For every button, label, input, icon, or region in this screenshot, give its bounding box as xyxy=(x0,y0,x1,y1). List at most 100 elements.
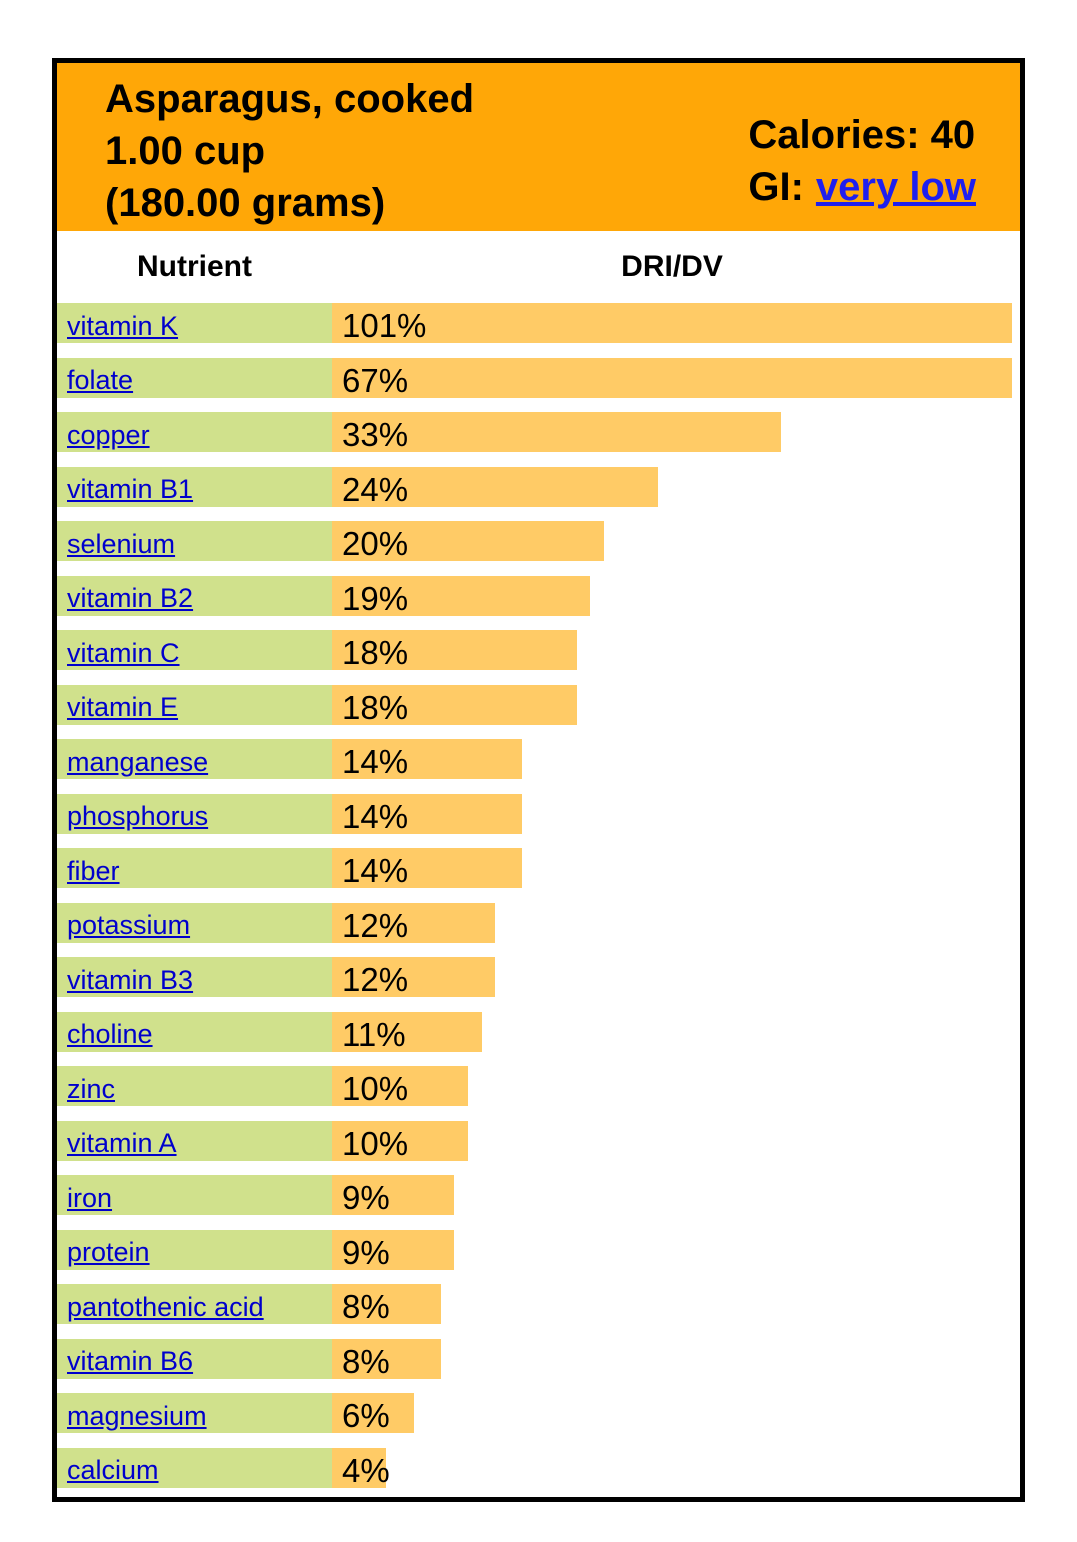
dri-bar-track: 67% xyxy=(332,357,1012,399)
nutrient-link[interactable]: folate xyxy=(67,365,134,396)
nutrient-label-cell: iron xyxy=(57,1175,332,1215)
nutrient-label-cell: choline xyxy=(57,1011,332,1052)
nutrient-row: selenium 20% xyxy=(57,521,1020,561)
nutrient-link[interactable]: pantothenic acid xyxy=(67,1291,264,1322)
dri-bar xyxy=(332,357,1012,398)
nutrient-row: manganese 14% xyxy=(57,739,1020,779)
nutrient-link[interactable]: iron xyxy=(67,1182,113,1213)
nutrient-link[interactable]: protein xyxy=(67,1237,150,1268)
dri-value: 11% xyxy=(342,1015,406,1053)
dri-bar xyxy=(332,684,577,725)
dri-bar-track: 33% xyxy=(332,412,1012,452)
dri-bar-track: 18% xyxy=(332,684,1012,725)
nutrient-label-cell: selenium xyxy=(57,521,332,561)
nutrient-link[interactable]: vitamin B1 xyxy=(67,474,194,505)
dri-bar-track: 4% xyxy=(332,1447,1012,1489)
dri-bar-track: 19% xyxy=(332,575,1012,616)
nutrient-label-cell: vitamin K xyxy=(57,303,332,343)
nutrient-row: iron 9% xyxy=(57,1175,1020,1215)
dri-value: 67% xyxy=(342,361,409,399)
dri-bar xyxy=(332,521,604,561)
dri-bar-track: 14% xyxy=(332,848,1012,888)
nutrient-label-cell: phosphorus xyxy=(57,793,332,834)
dri-bar xyxy=(332,1338,441,1379)
dri-value: 10% xyxy=(342,1070,409,1107)
nutrient-link[interactable]: vitamin A xyxy=(67,1128,177,1159)
dri-bar-track: 12% xyxy=(332,902,1012,944)
dri-bar xyxy=(332,575,591,616)
column-header-dridv: DRI/DV xyxy=(621,250,723,283)
dri-bar xyxy=(332,1229,455,1270)
dri-value: 8% xyxy=(342,1342,390,1380)
nutrient-link[interactable]: zinc xyxy=(67,1073,116,1104)
food-title: Asparagus, cooked 1.00 cup (180.00 grams… xyxy=(105,73,474,231)
dri-value: 12% xyxy=(342,906,409,944)
dri-bar-track: 12% xyxy=(332,957,1012,997)
dri-bar xyxy=(332,902,496,943)
nutrient-label-cell: vitamin E xyxy=(57,684,332,725)
nutrient-label-cell: magnesium xyxy=(57,1393,332,1433)
nutrient-label-cell: fiber xyxy=(57,848,332,888)
dri-value: 4% xyxy=(342,1451,390,1489)
nutrient-link[interactable]: vitamin E xyxy=(67,692,179,723)
dri-value: 14% xyxy=(342,797,409,835)
nutrient-link[interactable]: vitamin B3 xyxy=(67,964,194,995)
nutrient-link[interactable]: magnesium xyxy=(67,1400,207,1431)
nutrient-rows: vitamin K 101% folate 67% copper 33% vit… xyxy=(57,303,1020,1488)
nutrient-link[interactable]: calcium xyxy=(67,1455,159,1486)
dri-bar-track: 6% xyxy=(332,1393,1012,1433)
nutrient-row: zinc 10% xyxy=(57,1066,1020,1106)
nutrient-row: vitamin B3 12% xyxy=(57,957,1020,997)
nutrient-label-cell: manganese xyxy=(57,739,332,779)
nutrient-row: vitamin C 18% xyxy=(57,630,1020,670)
dri-value: 18% xyxy=(342,634,409,671)
nutrient-link[interactable]: vitamin C xyxy=(67,637,180,668)
dri-bar-track: 10% xyxy=(332,1066,1012,1106)
chart-header: Asparagus, cooked 1.00 cup (180.00 grams… xyxy=(57,63,1020,231)
nutrient-label-cell: pantothenic acid xyxy=(57,1284,332,1324)
nutrient-chart-frame: Asparagus, cooked 1.00 cup (180.00 grams… xyxy=(52,58,1025,1502)
nutrient-label-cell: folate xyxy=(57,357,332,398)
dri-bar xyxy=(332,1393,414,1433)
nutrient-label-cell: vitamin B2 xyxy=(57,575,332,616)
dri-bar-track: 10% xyxy=(332,1120,1012,1162)
header-info: Calories: 40 GI: very low xyxy=(748,109,976,231)
dri-value: 10% xyxy=(342,1124,409,1162)
nutrient-link[interactable]: choline xyxy=(67,1019,153,1050)
dri-bar xyxy=(332,1175,455,1215)
dri-bar-track: 14% xyxy=(332,793,1012,835)
dri-value: 33% xyxy=(342,416,409,453)
dri-bar xyxy=(332,1447,387,1488)
dri-bar xyxy=(332,1066,468,1106)
dri-bar-track: 8% xyxy=(332,1284,1012,1324)
nutrient-link[interactable]: vitamin B6 xyxy=(67,1346,194,1377)
dri-bar xyxy=(332,630,577,670)
nutrient-label-cell: vitamin B1 xyxy=(57,466,332,507)
dri-value: 101% xyxy=(342,307,427,344)
nutrient-link[interactable]: potassium xyxy=(67,910,191,941)
nutrient-row: vitamin E 18% xyxy=(57,684,1020,725)
nutrient-row: phosphorus 14% xyxy=(57,793,1020,835)
column-header-nutrient: Nutrient xyxy=(137,250,252,283)
dri-bar xyxy=(332,1284,441,1324)
nutrient-link[interactable]: selenium xyxy=(67,528,176,559)
nutrient-label-cell: vitamin C xyxy=(57,630,332,670)
dri-bar xyxy=(332,303,1012,343)
nutrient-link[interactable]: vitamin K xyxy=(67,310,179,341)
nutrient-link[interactable]: phosphorus xyxy=(67,801,209,832)
nutrient-link[interactable]: manganese xyxy=(67,746,209,777)
dri-value: 24% xyxy=(342,470,409,508)
dri-bar-track: 18% xyxy=(332,630,1012,670)
nutrient-row: vitamin B1 24% xyxy=(57,466,1020,508)
nutrient-link[interactable]: vitamin B2 xyxy=(67,583,194,614)
nutrient-row: folate 67% xyxy=(57,357,1020,399)
gi-very-low-link[interactable]: very low xyxy=(815,165,976,209)
nutrient-link[interactable]: fiber xyxy=(67,855,120,886)
nutrient-row: magnesium 6% xyxy=(57,1393,1020,1433)
nutrient-link[interactable]: copper xyxy=(67,419,150,450)
nutrient-label-cell: vitamin B6 xyxy=(57,1338,332,1379)
gi-line: GI: very low xyxy=(748,161,976,213)
dri-bar xyxy=(332,848,523,888)
food-title-line-2: 1.00 cup xyxy=(105,129,266,173)
